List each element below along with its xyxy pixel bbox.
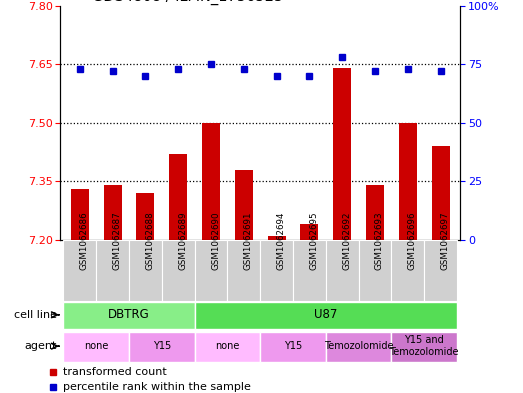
- Text: Temozolomide: Temozolomide: [324, 341, 393, 351]
- Bar: [169, 154, 187, 240]
- Bar: [71, 189, 89, 240]
- Bar: [359, 240, 391, 301]
- Bar: [129, 240, 162, 301]
- Text: GSM1062694: GSM1062694: [277, 212, 286, 270]
- Text: GSM1062687: GSM1062687: [112, 211, 122, 270]
- Bar: [424, 240, 457, 301]
- Text: GSM1062690: GSM1062690: [211, 212, 220, 270]
- Bar: [391, 240, 424, 301]
- Text: Y15: Y15: [153, 341, 171, 351]
- Bar: [235, 170, 253, 240]
- Bar: [326, 240, 359, 301]
- Bar: [333, 68, 351, 240]
- Text: DBTRG: DBTRG: [108, 308, 150, 321]
- Text: Y15: Y15: [284, 341, 302, 351]
- Text: cell line: cell line: [14, 310, 57, 320]
- Text: GSM1062695: GSM1062695: [310, 212, 319, 270]
- Bar: [268, 236, 286, 240]
- Bar: [300, 224, 319, 240]
- Text: GSM1062692: GSM1062692: [342, 212, 351, 270]
- Bar: [326, 332, 391, 362]
- Bar: [162, 240, 195, 301]
- Bar: [96, 240, 129, 301]
- Bar: [366, 185, 384, 240]
- Bar: [431, 146, 450, 240]
- Bar: [104, 185, 122, 240]
- Text: GSM1062688: GSM1062688: [145, 211, 154, 270]
- Text: agent: agent: [25, 341, 57, 351]
- Bar: [195, 240, 228, 301]
- Bar: [260, 332, 326, 362]
- Text: GSM1062689: GSM1062689: [178, 212, 187, 270]
- Text: GSM1062686: GSM1062686: [80, 212, 89, 270]
- Bar: [195, 302, 457, 329]
- Text: none: none: [84, 341, 108, 351]
- Text: U87: U87: [314, 308, 337, 321]
- Bar: [228, 240, 260, 301]
- Text: none: none: [215, 341, 240, 351]
- Text: GSM1062697: GSM1062697: [440, 212, 450, 270]
- Bar: [391, 332, 457, 362]
- Bar: [195, 332, 260, 362]
- Bar: [202, 123, 220, 240]
- Text: transformed count: transformed count: [63, 367, 167, 377]
- Text: percentile rank within the sample: percentile rank within the sample: [63, 382, 251, 391]
- Text: Y15 and
Temozolomide: Y15 and Temozolomide: [390, 335, 459, 357]
- Text: GSM1062693: GSM1062693: [375, 212, 384, 270]
- Bar: [260, 240, 293, 301]
- Text: GDS4808 / ILMN_1756525: GDS4808 / ILMN_1756525: [92, 0, 283, 5]
- Bar: [63, 302, 195, 329]
- Bar: [63, 240, 96, 301]
- Bar: [63, 332, 129, 362]
- Bar: [129, 332, 195, 362]
- Bar: [137, 193, 154, 240]
- Bar: [399, 123, 417, 240]
- Text: GSM1062691: GSM1062691: [244, 212, 253, 270]
- Text: GSM1062696: GSM1062696: [408, 212, 417, 270]
- Bar: [293, 240, 326, 301]
